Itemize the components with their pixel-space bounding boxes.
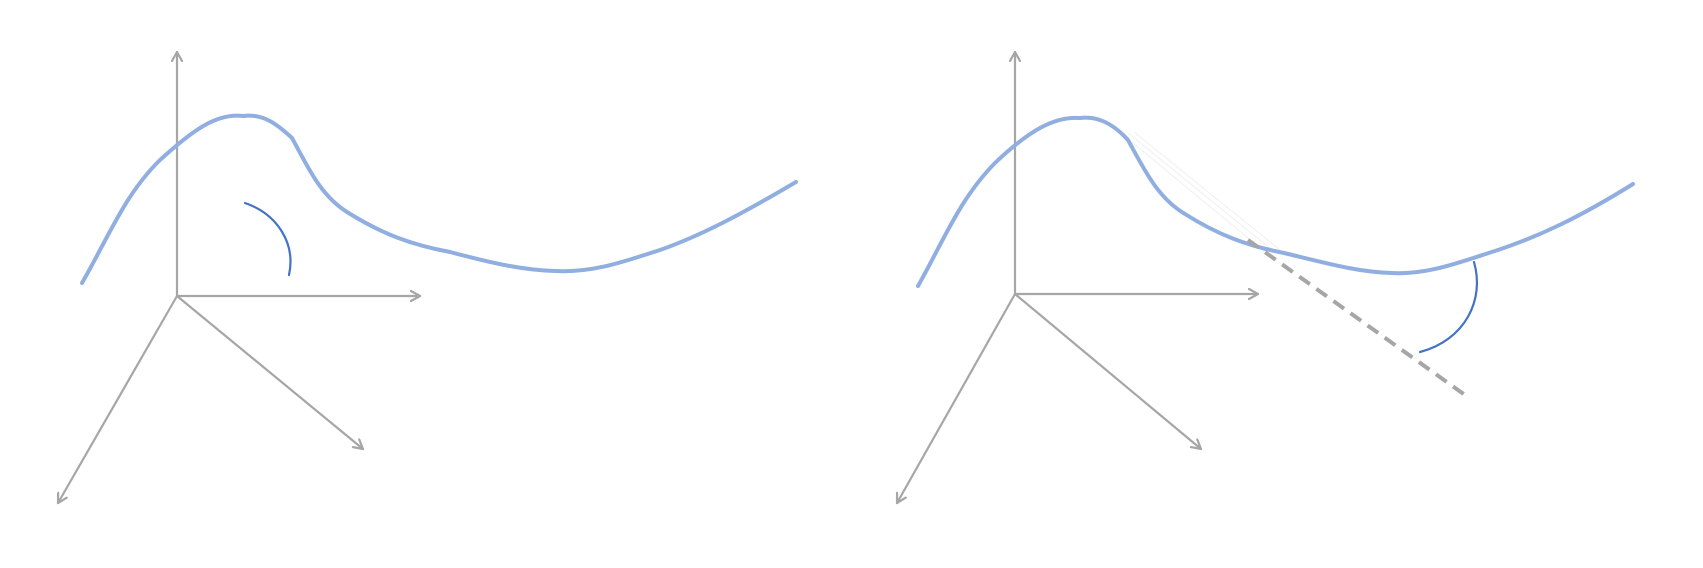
ghost-secant-line-1 — [1121, 133, 1266, 253]
left-angle-arc — [243, 201, 292, 277]
right-panel — [895, 50, 1635, 505]
right-angle-arc — [1418, 260, 1479, 354]
ghost-secant-line-3 — [1133, 131, 1281, 251]
left-diagonal-axis — [175, 294, 365, 451]
tangent-line — [1246, 238, 1467, 397]
right-curve — [916, 115, 1635, 288]
ghost-secant-line-2 — [1127, 132, 1273, 251]
right-axes — [895, 50, 1260, 505]
right-lower-axis — [895, 292, 1017, 505]
left-lower-axis — [56, 294, 179, 505]
right-diagonal-axis — [1013, 292, 1203, 451]
left-axes — [56, 50, 422, 505]
right-ghost-lines — [1121, 131, 1281, 253]
left-panel — [56, 50, 798, 505]
left-curve — [80, 113, 798, 285]
